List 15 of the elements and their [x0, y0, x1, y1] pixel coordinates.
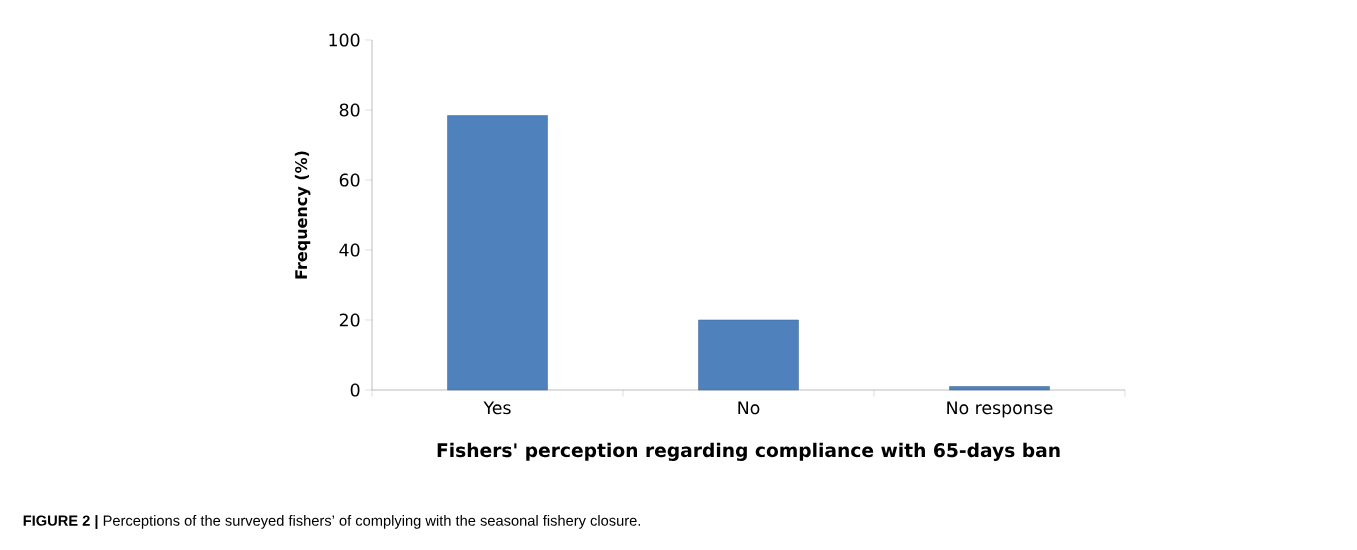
y-axis-title: Frequency (%) — [294, 151, 311, 279]
x-tick-label: No — [738, 401, 760, 415]
y-tick-label: 40 — [339, 243, 360, 257]
y-tick-label: 60 — [339, 173, 360, 187]
x-tick-label: Yes — [483, 401, 511, 415]
bar — [698, 319, 799, 391]
x-tick-label: No response — [947, 401, 1053, 418]
y-tick-label: 0 — [350, 383, 360, 397]
y-tick-label: 20 — [339, 313, 360, 327]
bar — [447, 115, 548, 391]
y-tick-label: 80 — [339, 103, 360, 117]
text: FIGURE 2 | Perceptions of the surveyed fishers’ of complying with the seasonal fishery closure. — [23, 515, 641, 529]
y-tick-label: 100 — [329, 33, 360, 47]
x-axis-title: Fishers' perception regarding compliance with 65-days ban — [437, 442, 1060, 461]
bar — [949, 386, 1050, 391]
